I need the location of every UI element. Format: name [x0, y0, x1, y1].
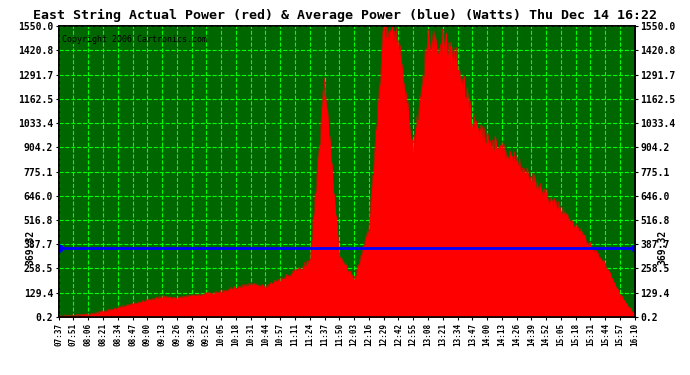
Text: 369.32: 369.32 [26, 230, 36, 265]
Text: Copyright 2006 Cartronics.com: Copyright 2006 Cartronics.com [61, 35, 206, 44]
Text: East String Actual Power (red) & Average Power (blue) (Watts) Thu Dec 14 16:22: East String Actual Power (red) & Average… [33, 9, 657, 22]
Text: 369.32: 369.32 [658, 230, 668, 265]
